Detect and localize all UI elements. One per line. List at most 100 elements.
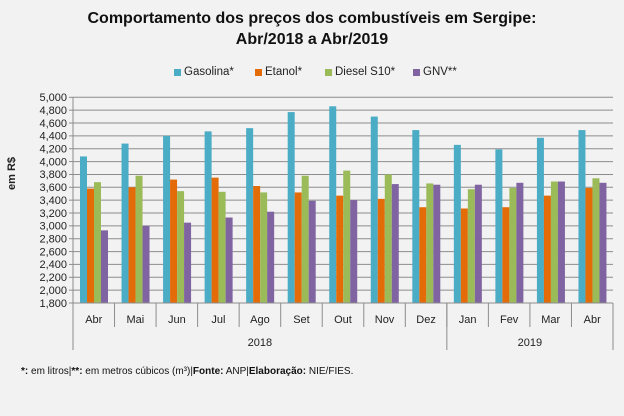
bar-diesels10 [592, 178, 600, 303]
legend: Gasolina* Etanol* Diesel S10* GNV** [0, 66, 624, 82]
bar-etanol [128, 187, 136, 303]
footnote-m3: em metros cúbicos (m³)| [82, 366, 193, 377]
footnote-liters: em litros| [28, 366, 72, 377]
y-tick-label: 5,000 [39, 92, 67, 104]
footnote-author-label: Elaboração: [248, 366, 307, 377]
bar-gasolina [495, 149, 503, 303]
bar-gasolina [329, 106, 337, 303]
bar-etanol [211, 177, 219, 303]
legend-item-diesel: Diesel S10* [325, 66, 395, 78]
x-tick-label: Jan [459, 314, 477, 326]
bar-diesels10 [177, 191, 185, 303]
x-tick-label: Dez [416, 314, 436, 326]
x-tick-label: Out [334, 314, 352, 326]
legend-item-gnv: GNV** [413, 66, 457, 78]
footnote-author: NIE/FIES. [306, 366, 354, 377]
x-tick-label: Mar [541, 314, 560, 326]
bar-gnv [433, 184, 441, 303]
bar-gasolina [453, 144, 461, 303]
bar-etanol [336, 195, 344, 303]
y-tick-label: 3,200 [39, 208, 67, 220]
legend-swatch-diesel [325, 68, 332, 76]
y-tick-label: 2,800 [39, 234, 67, 246]
bar-gnv [308, 200, 316, 303]
bar-diesels10 [509, 187, 517, 303]
bar-gasolina [536, 137, 544, 303]
footnote-liters-marker: *: [21, 366, 29, 377]
bar-diesels10 [260, 192, 268, 303]
bar-etanol [377, 198, 385, 303]
y-tick-label: 2,000 [39, 285, 67, 297]
y-tick-label: 4,200 [39, 144, 67, 156]
footnote-source-label: Fonte: [192, 366, 224, 377]
y-tick-label: 4,600 [39, 118, 67, 130]
legend-item-etanol: Etanol* [255, 66, 302, 78]
bar-gasolina [412, 130, 420, 303]
bar-gasolina [287, 112, 295, 303]
bar-gasolina [246, 128, 254, 303]
bar-gnv [350, 200, 358, 303]
bar-diesels10 [301, 175, 309, 303]
x-tick-label: Jun [168, 314, 186, 326]
x-tick-label: Fev [500, 314, 519, 326]
bar-gnv [557, 181, 565, 303]
footnote-source: ANP| [223, 366, 249, 377]
bar-etanol [87, 188, 94, 303]
bar-diesels10 [94, 182, 101, 303]
bar-diesels10 [384, 174, 392, 303]
legend-label-gasolina: Gasolina* [184, 66, 234, 78]
y-tick-label: 2,400 [39, 259, 67, 271]
bar-gasolina [578, 130, 586, 303]
bar-gasolina [370, 116, 378, 303]
legend-label-gnv: GNV** [423, 66, 457, 78]
chart-title-line-2: Abr/2018 a Abr/2019 [235, 31, 389, 48]
bar-gnv [184, 222, 192, 303]
bar-gnv [391, 184, 399, 303]
x-tick-label: Jul [211, 314, 225, 326]
y-tick-label: 4,800 [39, 105, 67, 117]
legend-label-diesel: Diesel S10* [335, 66, 396, 78]
bar-etanol [585, 187, 593, 303]
chart-title: Comportamento dos preços dos combustívei… [0, 8, 624, 50]
bar-diesels10 [343, 170, 351, 303]
bar-etanol [170, 179, 178, 303]
bar-diesels10 [218, 191, 226, 303]
bar-gasolina [163, 135, 171, 303]
bar-gnv [101, 230, 108, 303]
bar-gasolina [80, 156, 87, 303]
x-tick-label: Abr [584, 314, 601, 326]
x-tick-label: Abr [85, 314, 102, 326]
legend-swatch-gasolina [174, 68, 181, 76]
y-tick-label: 3,400 [39, 195, 67, 207]
x-tick-label: Set [293, 314, 310, 326]
bar-gnv [474, 184, 482, 303]
footnote: *: em litros|**: em metros cúbicos (m³)|… [21, 366, 353, 377]
bar-diesels10 [467, 189, 475, 303]
bar-gnv [516, 182, 524, 303]
x-tick-label: Nov [375, 314, 395, 326]
y-tick-label: 3,000 [39, 221, 67, 233]
bar-gnv [599, 182, 607, 303]
bar-etanol [543, 195, 551, 303]
x-tick-label: Ago [250, 314, 270, 326]
bar-gnv [142, 225, 150, 303]
y-tick-label: 2,600 [39, 246, 67, 258]
y-tick-label: 3,800 [39, 169, 67, 181]
legend-swatch-gnv [413, 68, 420, 76]
bar-etanol [502, 207, 510, 303]
legend-swatch-etanol [255, 68, 262, 76]
footnote-m3-marker: **: [71, 366, 83, 377]
y-tick-label: 1,800 [39, 298, 67, 310]
group-label: 2019 [518, 337, 542, 349]
bar-diesels10 [550, 181, 558, 303]
bar-diesels10 [426, 183, 434, 303]
bar-gnv [267, 211, 275, 303]
bar-gasolina [204, 131, 212, 303]
bar-etanol [294, 192, 302, 303]
y-tick-label: 4,400 [39, 131, 67, 143]
bar-etanol [460, 208, 468, 303]
y-tick-label: 2,200 [39, 272, 67, 284]
bar-diesels10 [135, 175, 143, 303]
y-tick-label: 3,600 [39, 182, 67, 194]
